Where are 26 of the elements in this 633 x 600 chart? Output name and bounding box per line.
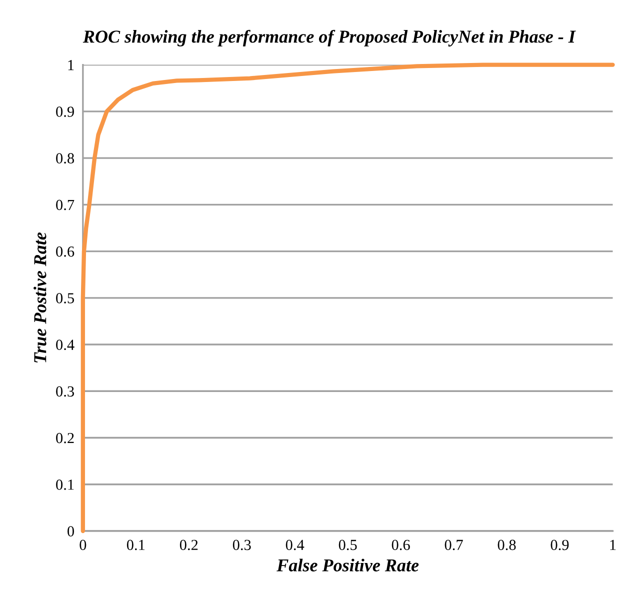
y-tick-label: 0.1 xyxy=(56,480,74,490)
y-tick-label: 0.7 xyxy=(56,200,74,210)
y-tick-label: 0.5 xyxy=(56,293,74,304)
x-tick-label: 0.3 xyxy=(232,540,251,550)
y-tick-label: 0 xyxy=(68,526,74,536)
y-tick-label: 0.3 xyxy=(56,386,74,397)
x-tick-label: 0.9 xyxy=(550,540,569,550)
line-series xyxy=(80,62,615,534)
x-axis-title: False Positive Rate xyxy=(276,558,419,572)
x-tick-label: 0.6 xyxy=(392,540,410,550)
x-tick-label: 0.8 xyxy=(498,540,516,550)
y-tick-label: 0.2 xyxy=(56,432,74,444)
chart-title: ROC showing the performance of Proposed PolicyNet in Phase - I xyxy=(82,30,576,46)
y-tick-label: 1 xyxy=(68,60,74,70)
y-tick-label: 0.6 xyxy=(56,246,74,257)
x-tick-label: 0.1 xyxy=(126,540,145,550)
x-tick-label: 0.5 xyxy=(338,540,357,550)
y-axis-title: True Postive Rate xyxy=(34,232,46,362)
x-tick-label: 0.2 xyxy=(180,540,198,550)
y-tick-label: 0.9 xyxy=(56,106,74,117)
y-tick-label: 0.4 xyxy=(56,340,74,350)
x-tick-label: 0.4 xyxy=(286,540,304,550)
x-tick-label: 0.7 xyxy=(444,540,463,550)
y-tick-label: 0.8 xyxy=(56,153,74,164)
x-tick-label: 1 xyxy=(610,540,616,550)
x-tick-label: 0 xyxy=(80,540,86,550)
